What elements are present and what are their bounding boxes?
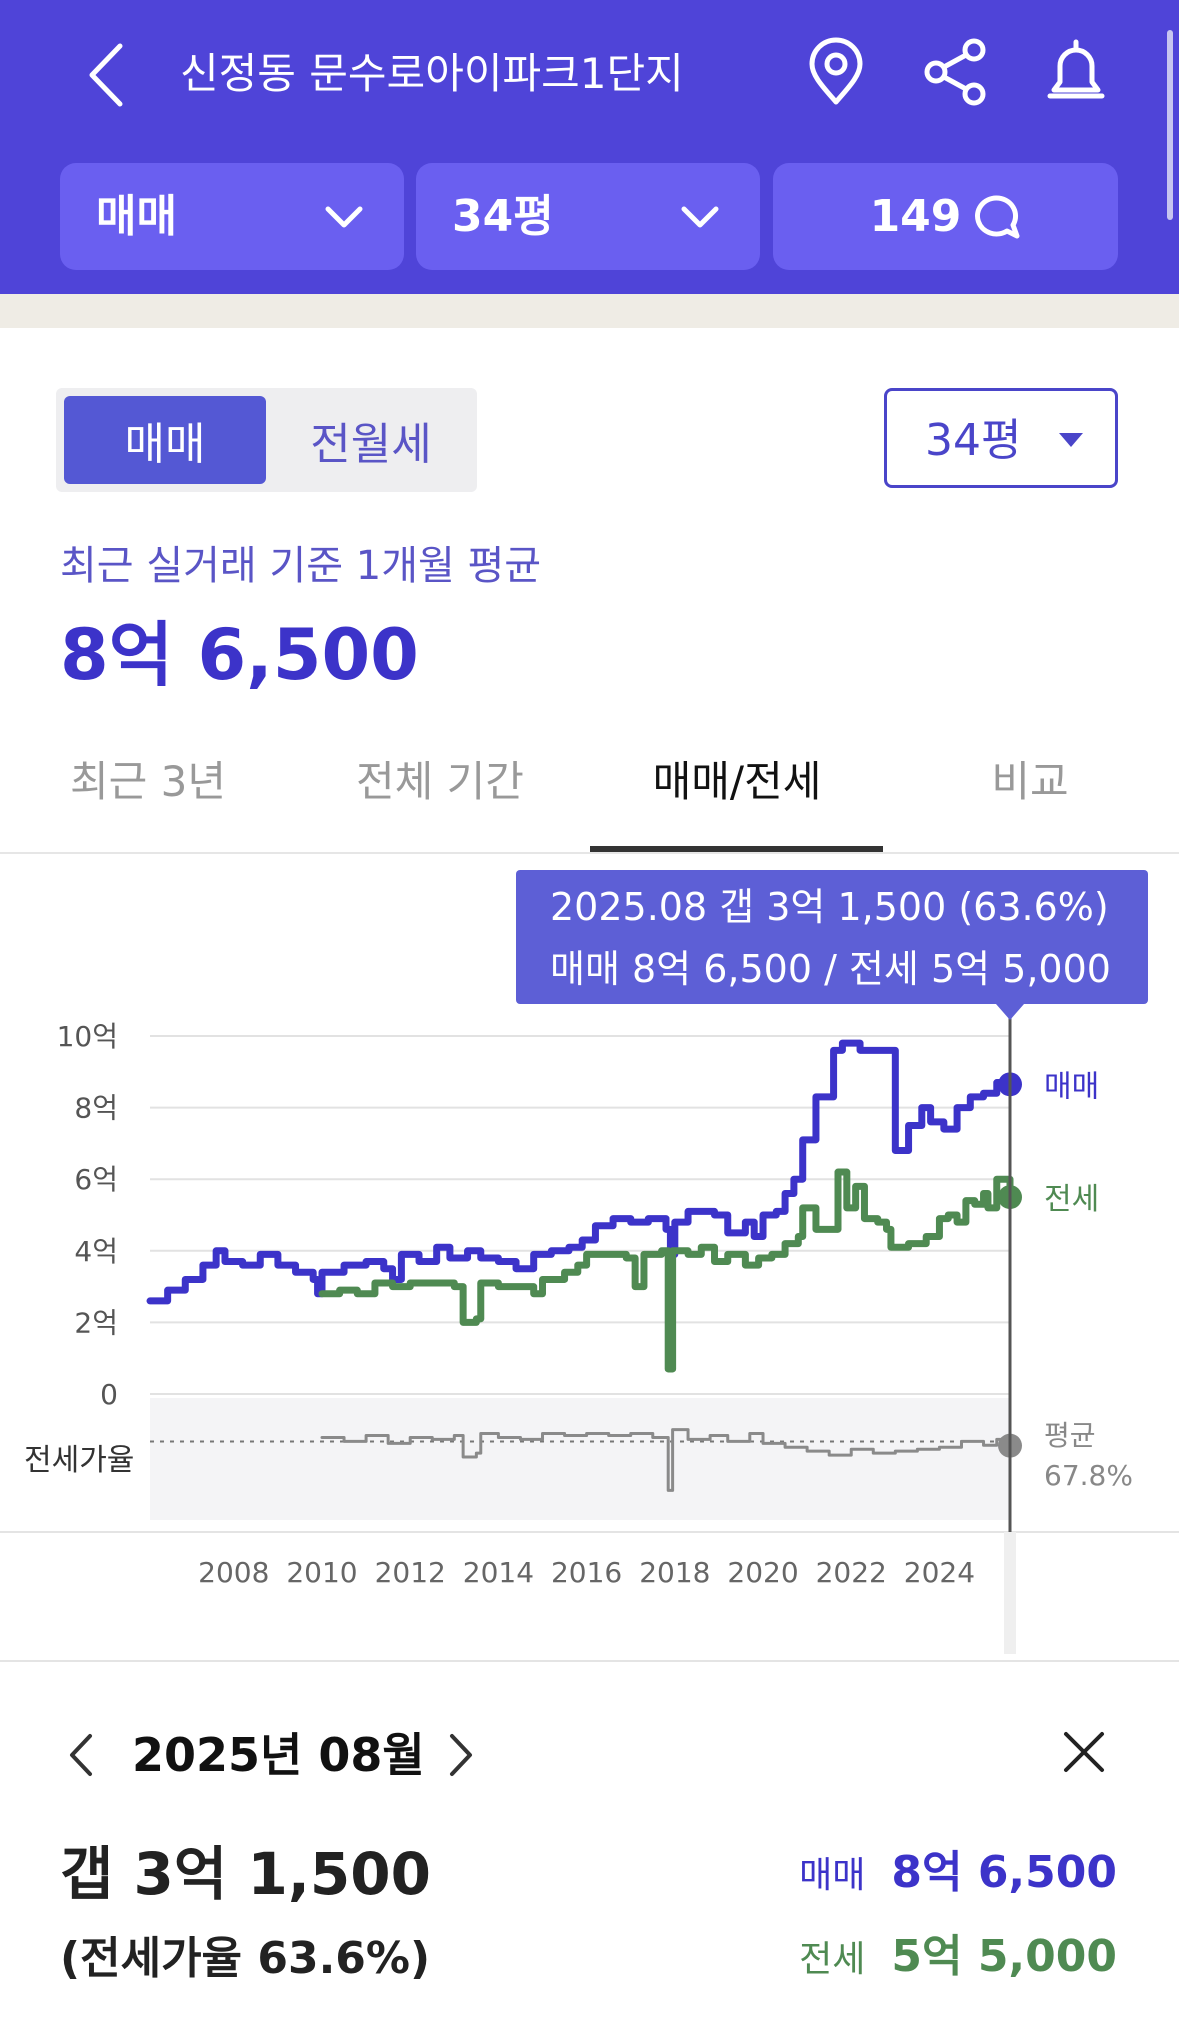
- close-icon[interactable]: [1062, 1730, 1106, 1774]
- segment-sale[interactable]: 매매: [64, 396, 266, 484]
- jeonse-label: 전세: [799, 1939, 866, 1980]
- size-label: 34평: [452, 191, 554, 242]
- deal-type-label: 매매: [96, 191, 177, 242]
- chevron-down-icon: [681, 206, 719, 228]
- jeonse-rate: (전세가율 63.6%): [60, 1933, 431, 1984]
- back-arrow-icon[interactable]: [82, 40, 132, 110]
- series-line-sale: [146, 1039, 1014, 1305]
- sale-label: 매매: [799, 1855, 866, 1896]
- size-select[interactable]: 34평: [884, 388, 1118, 488]
- comments-button[interactable]: 149: [773, 163, 1118, 270]
- gap-amount: 갭 3억 1,500: [60, 1840, 431, 1908]
- chevron-down-icon: [325, 206, 363, 228]
- cursor-track: [1004, 1532, 1016, 1654]
- comment-count: 149: [869, 190, 962, 242]
- detail-divider: [0, 1660, 1179, 1662]
- y-tick-label: 6억: [74, 1163, 118, 1196]
- app-header: 신정동 문수로아이파크1단지 매매 34평 149: [0, 0, 1179, 294]
- size-dropdown[interactable]: 34평: [416, 163, 760, 270]
- x-tick-label: 2020: [727, 1556, 798, 1589]
- page-title: 신정동 문수로아이파크1단지: [180, 49, 684, 98]
- y-tick-label: 8억: [74, 1092, 118, 1125]
- series-label: 매매: [1044, 1069, 1099, 1104]
- location-pin-icon[interactable]: [800, 36, 872, 108]
- month-navigator: 2025년 08월: [0, 1720, 1179, 1790]
- caret-down-icon: [1059, 433, 1083, 447]
- x-tick-label: 2016: [551, 1556, 622, 1589]
- price-chart[interactable]: 10억 8억 6억 4억 2억 0 전세가율 2008 2010 2012 2014 2016 2018…: [0, 854, 1179, 1654]
- price-subtitle: 최근 실거래 기준 1개월 평균: [60, 543, 542, 589]
- sale-summary: 매매 8억 6,500: [799, 1836, 1117, 1900]
- average-price: 8억 6,500: [60, 614, 419, 696]
- header-separator: [0, 294, 1179, 328]
- series-label: 전세: [1044, 1182, 1099, 1217]
- x-tick-label: 2008: [198, 1556, 269, 1589]
- comment-bubble-icon: [975, 194, 1020, 238]
- sale-value: 8억 6,500: [891, 1847, 1117, 1898]
- x-tick-label: 2024: [904, 1556, 975, 1589]
- ratio-band: [150, 1398, 1010, 1520]
- share-icon[interactable]: [920, 36, 992, 108]
- tooltip-arrow: [996, 1004, 1024, 1020]
- selected-month: 2025년 08월: [132, 1728, 425, 1782]
- jeonse-value: 5억 5,000: [891, 1931, 1117, 1982]
- tooltip-line-gap: 2025.08 갭 3억 1,500 (63.6%): [550, 885, 1109, 929]
- y-tick-label: 4억: [74, 1235, 118, 1268]
- y-tick-label: 0: [100, 1378, 118, 1411]
- bell-icon[interactable]: [1040, 36, 1112, 108]
- segment-rent[interactable]: 전월세: [310, 419, 432, 470]
- scrollbar[interactable]: [1167, 30, 1173, 220]
- ratio-average-value: 67.8%: [1044, 1459, 1133, 1492]
- tab-recent-3y[interactable]: 최근 3년: [70, 757, 226, 806]
- chevron-left-icon[interactable]: [66, 1732, 96, 1778]
- tab-sale-jeonse[interactable]: 매매/전세: [652, 757, 822, 806]
- deal-segment-control: 매매 전월세: [56, 388, 477, 492]
- y-tick-label: 2억: [74, 1306, 118, 1339]
- deal-type-dropdown[interactable]: 매매: [60, 163, 404, 270]
- tab-all-period[interactable]: 전체 기간: [356, 757, 524, 806]
- series-line-jeonse: [318, 1168, 1014, 1373]
- x-tick-label: 2010: [286, 1556, 357, 1589]
- x-tick-label: 2018: [639, 1556, 710, 1589]
- chevron-right-icon[interactable]: [446, 1732, 476, 1778]
- x-tick-label: 2014: [463, 1556, 534, 1589]
- x-tick-label: 2022: [816, 1556, 887, 1589]
- y-tick-label: 10억: [57, 1020, 118, 1053]
- ratio-axis-label: 전세가율: [24, 1443, 134, 1478]
- chart-tooltip: 2025.08 갭 3억 1,500 (63.6%) 매매 8억 6,500 /…: [516, 870, 1148, 1004]
- jeonse-summary: 전세 5억 5,000: [799, 1920, 1117, 1984]
- active-tab-indicator: [590, 846, 883, 852]
- tooltip-line-prices: 매매 8억 6,500 / 전세 5억 5,000: [550, 947, 1111, 991]
- tab-divider: [0, 852, 1179, 854]
- tab-compare[interactable]: 비교: [991, 757, 1069, 806]
- x-tick-label: 2012: [375, 1556, 446, 1589]
- size-select-value: 34평: [925, 415, 1022, 466]
- series-line-ratio: [320, 1428, 1012, 1492]
- ratio-average-label: 평균: [1044, 1419, 1096, 1452]
